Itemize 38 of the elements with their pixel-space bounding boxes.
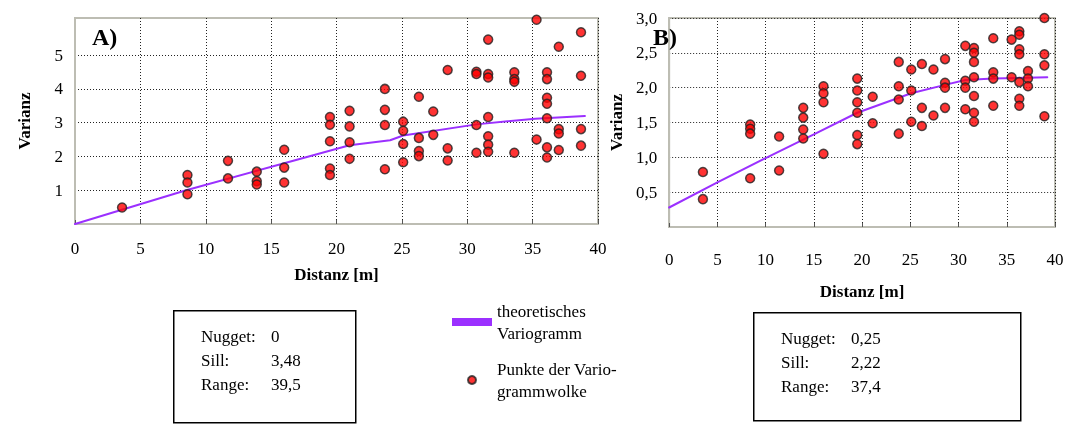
x-tick-label: 30 — [950, 250, 968, 269]
y-tick-label: 5 — [54, 45, 63, 65]
x-axis-title: Distanz [m] — [294, 265, 379, 284]
x-tick-label: 25 — [393, 239, 411, 258]
y-tick-label: 2,0 — [635, 78, 658, 98]
y-tick-label: 2 — [54, 146, 63, 166]
y-tick-label: 1,0 — [635, 147, 658, 167]
x-tick-label: 15 — [262, 239, 280, 258]
x-tick-label: 5 — [136, 239, 145, 258]
x-tick-label: 20 — [328, 239, 345, 258]
x-axis-title: Distanz [m] — [819, 282, 905, 301]
x-tick-label: 20 — [853, 250, 871, 269]
text: Nugget: 0 Sill: 3,48 Range: 39,5 — [201, 326, 301, 394]
y-tick-label: 0,5 — [635, 182, 658, 202]
text: Nugget: 0,25 Sill: 2,22 Range: 37,4 — [781, 328, 881, 396]
y-tick-label: 4 — [54, 79, 64, 99]
x-tick-label: 35 — [998, 250, 1016, 269]
x-tick-label: 5 — [713, 250, 722, 269]
x-tick-label: 0 — [70, 239, 80, 258]
y-axis-title: Varianz — [607, 93, 626, 151]
x-tick-label: 15 — [805, 250, 823, 269]
y-tick-label: 3 — [54, 113, 63, 133]
x-tick-label: 40 — [1046, 250, 1064, 269]
y-tick-label: 1 — [54, 180, 63, 200]
y-tick-label: 3,0 — [635, 8, 658, 28]
legend-label: Punkte der Vario-grammwolke — [497, 359, 617, 401]
x-tick-label: 25 — [901, 250, 919, 269]
y-tick-label: 1,5 — [635, 113, 658, 132]
x-tick-label: 30 — [458, 239, 476, 258]
x-tick-label: 40 — [589, 239, 607, 258]
legend-label: theoretisches Variogramm — [497, 301, 586, 343]
x-tick-label: 0 — [664, 250, 674, 269]
x-tick-label: 35 — [524, 239, 542, 258]
x-tick-label: 10 — [197, 239, 215, 258]
x-tick-label: 10 — [757, 250, 775, 269]
chart-title: A) — [92, 24, 118, 50]
line-series — [74, 114, 586, 225]
y-axis-title: Varianz — [15, 92, 34, 150]
